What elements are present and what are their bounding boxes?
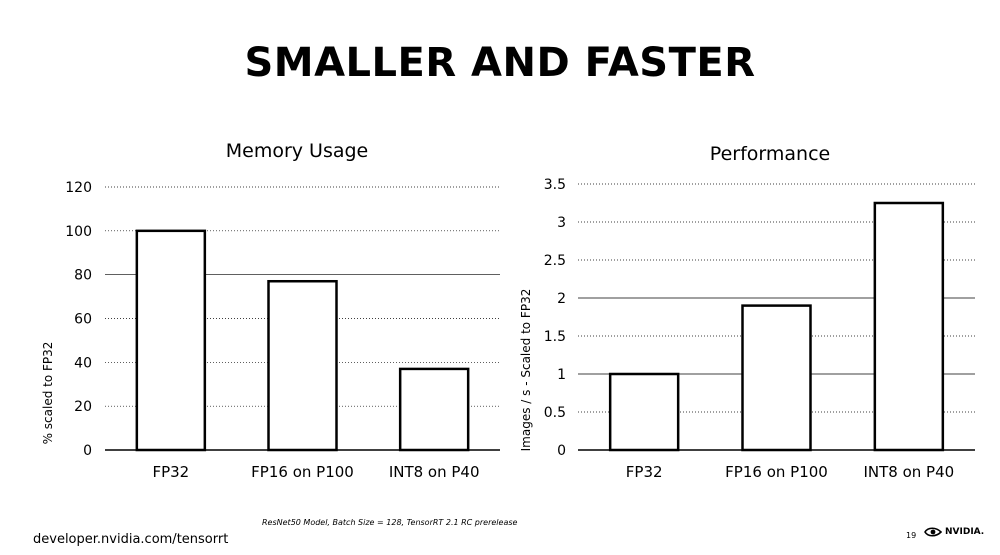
page-number: 19 <box>906 531 917 540</box>
source-url: developer.nvidia.com/tensorrt <box>33 532 229 547</box>
y-tick-label: 40 <box>74 355 92 371</box>
logo-text: NVIDIA. <box>945 527 985 537</box>
bar-fp32 <box>135 229 207 452</box>
y-tick-label: 60 <box>74 312 92 328</box>
chart-title: Memory Usage <box>226 140 369 162</box>
bar-fp32 <box>608 372 680 452</box>
x-category-label: INT8 on P40 <box>389 463 480 481</box>
nvidia-logo: NVIDIA. <box>924 526 984 538</box>
x-category-label: FP16 on P100 <box>725 463 828 481</box>
x-category-label: FP16 on P100 <box>251 463 354 481</box>
y-axis-label: % scaled to FP32 <box>41 342 55 445</box>
bar-fp16-on-p100 <box>267 279 338 452</box>
y-tick-label: 1.5 <box>544 329 566 345</box>
x-category-label: FP32 <box>626 463 663 481</box>
footnote: ResNet50 Model, Batch Size = 128, Tensor… <box>262 518 518 527</box>
slide-title: SMALLER AND FASTER <box>244 40 756 86</box>
chart-title: Performance <box>710 143 830 165</box>
y-tick-label: 0 <box>557 443 566 459</box>
y-tick-label: 2 <box>557 291 566 307</box>
y-axis-label: Images / s - Scaled to FP32 <box>519 289 533 452</box>
y-tick-label: 100 <box>65 224 92 240</box>
y-tick-label: 20 <box>74 399 92 415</box>
y-tick-label: 1 <box>557 367 566 383</box>
x-category-label: FP32 <box>152 463 189 481</box>
bar-int8-on-p40 <box>873 201 945 452</box>
y-tick-label: 2.5 <box>544 253 566 269</box>
y-tick-label: 3 <box>557 215 566 231</box>
y-tick-label: 3.5 <box>544 177 566 193</box>
y-tick-label: 0 <box>83 443 92 459</box>
bar-fp16-on-p100 <box>741 304 812 452</box>
y-tick-label: 0.5 <box>544 405 566 421</box>
y-tick-label: 120 <box>65 180 92 196</box>
bar-int8-on-p40 <box>398 367 470 452</box>
y-tick-label: 80 <box>74 268 92 284</box>
nvidia-eye-icon <box>924 527 942 537</box>
x-category-label: INT8 on P40 <box>863 463 954 481</box>
